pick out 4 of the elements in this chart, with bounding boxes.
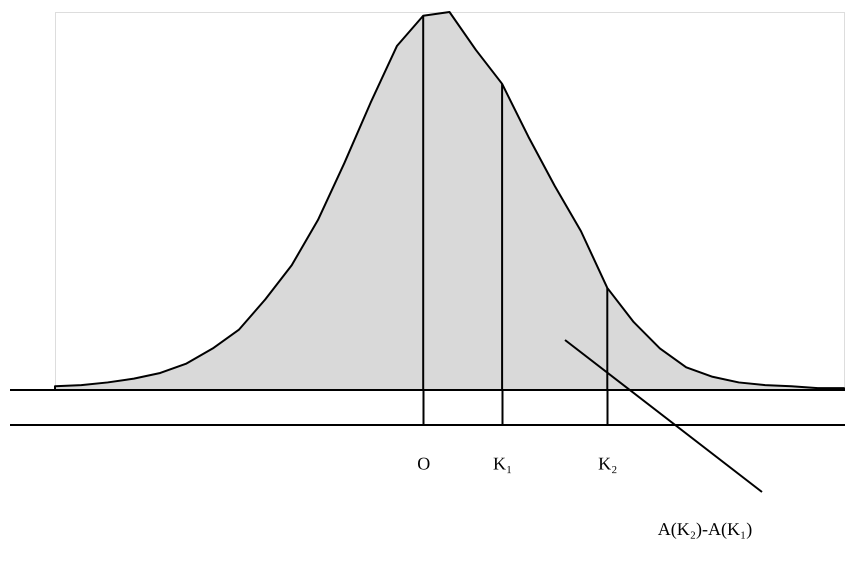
x-tick-label: K₁ (492, 454, 512, 474)
x-tick-label: K₂ (598, 454, 618, 474)
x-tick-label: O (417, 454, 430, 474)
text: A(K₂)-A(K₁) (658, 519, 752, 539)
